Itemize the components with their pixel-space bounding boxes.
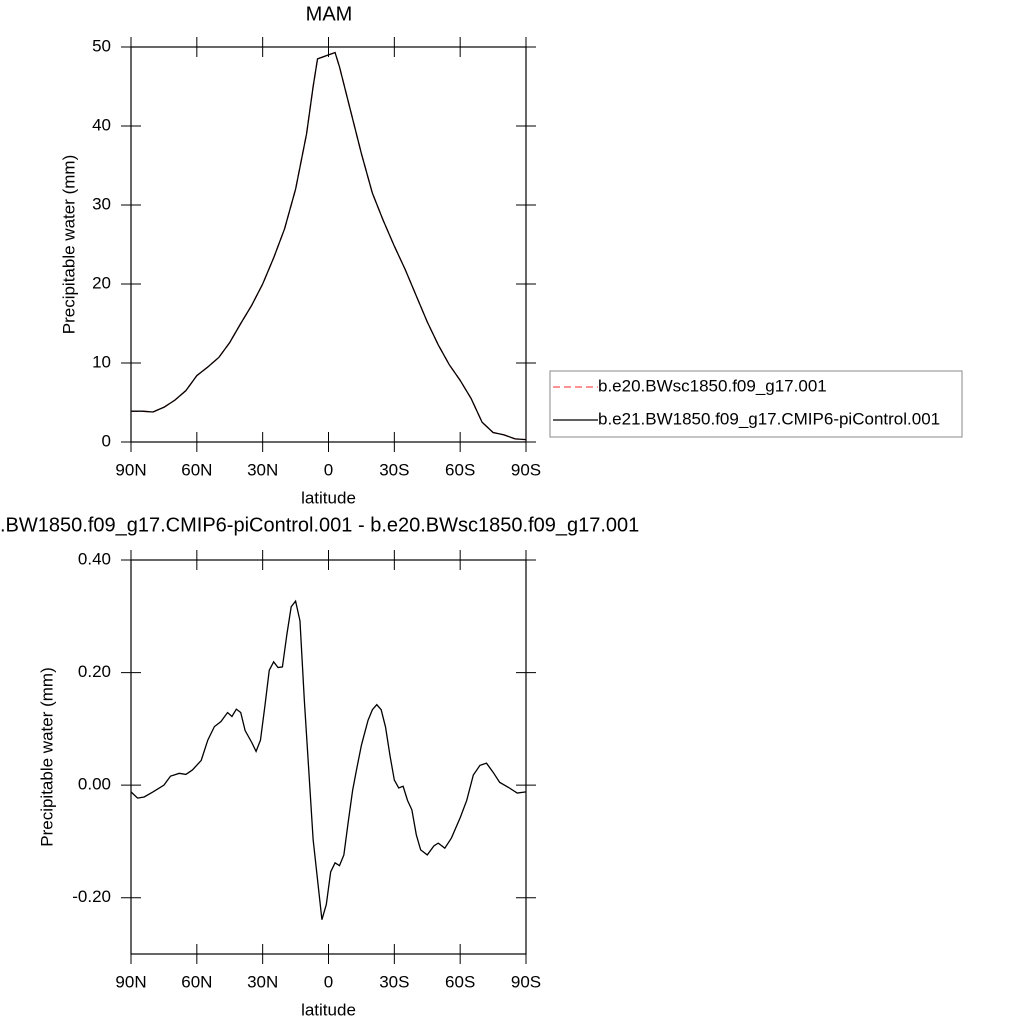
legend-label: b.e21.BW1850.f09_g17.CMIP6-piControl.001 <box>598 409 940 428</box>
y-tick-label: 40 <box>92 115 111 134</box>
y-tick-label: 30 <box>92 194 111 213</box>
y-tick-label: 0.40 <box>78 549 111 568</box>
x-axis-label: latitude <box>301 1000 356 1019</box>
x-tick-label: 30N <box>247 460 278 479</box>
x-tick-label: 30S <box>379 972 409 991</box>
x-tick-label: 60N <box>181 460 212 479</box>
x-tick-label: 90S <box>511 460 541 479</box>
y-tick-label: -0.20 <box>72 887 111 906</box>
y-tick-label: 0 <box>102 431 111 450</box>
x-tick-label: 60S <box>445 972 475 991</box>
x-tick-label: 90N <box>115 460 146 479</box>
data-line <box>130 599 527 920</box>
y-tick-label: 0.00 <box>78 775 111 794</box>
y-tick-label: 20 <box>92 273 111 292</box>
legend-label: b.e20.BWsc1850.f09_g17.001 <box>598 376 827 395</box>
y-tick-label: 10 <box>92 352 111 371</box>
data-line <box>131 51 527 441</box>
x-tick-label: 30N <box>247 972 278 991</box>
x-tick-label: 0 <box>324 972 333 991</box>
y-axis-label: Precipitable water (mm) <box>37 667 56 847</box>
legend: b.e20.BWsc1850.f09_g17.001 b.e21.BW1850.f… <box>549 370 963 438</box>
x-tick-label: 60N <box>181 972 212 991</box>
y-axis-label: Precipitable water (mm) <box>59 155 78 335</box>
x-tick-label: 90S <box>511 972 541 991</box>
x-axis-label: latitude <box>301 488 356 507</box>
x-tick-label: 90N <box>115 972 146 991</box>
x-tick-label: 0 <box>324 460 333 479</box>
legend-box <box>549 370 963 438</box>
y-tick-label: 50 <box>92 36 111 55</box>
y-tick-label: 0.20 <box>78 662 111 681</box>
x-tick-label: 60S <box>445 460 475 479</box>
x-tick-label: 30S <box>379 460 409 479</box>
chart-title: .BW1850.f09_g17.CMIP6-piControl.001 - b.… <box>0 514 639 536</box>
plot-frame <box>130 559 527 955</box>
plot-frame <box>130 46 527 443</box>
chart-title: MAM <box>306 3 353 25</box>
data-line <box>131 51 527 441</box>
